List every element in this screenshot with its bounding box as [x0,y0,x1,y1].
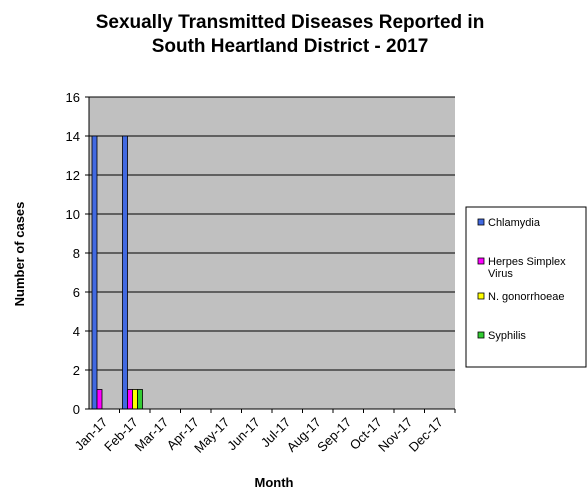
legend-label: Syphilis [488,330,526,342]
y-axis-title: Number of cases [12,202,27,307]
x-tick-label: Mar-17 [132,415,172,455]
bar-syphilis-feb-17 [137,389,143,410]
y-tick-label: 14 [66,129,80,144]
x-tick-label: Dec-17 [406,415,446,455]
x-tick-label: Sep-17 [314,415,354,455]
legend-box [465,206,587,368]
y-tick-labels: 0 2 4 6 8 10 12 14 16 [66,90,80,417]
y-tick-label: 4 [73,324,80,339]
x-tick-labels: Jan-17Feb-17Mar-17Apr-17May-17Jun-17Jul-… [72,415,446,456]
bar-n-gonorrhoeae-feb-17 [132,389,138,410]
y-tick-label: 12 [66,168,80,183]
y-tick-label: 8 [73,246,80,261]
x-axis-title: Month [255,475,294,490]
legend-label: Herpes Simplex [488,256,566,268]
y-tick-label: 6 [73,285,80,300]
legend-swatch [477,218,485,226]
bar-herpes-simplex-virus-feb-17 [127,389,133,410]
legend-swatch [477,331,485,339]
y-tick-label: 0 [73,402,80,417]
legend-label: N. gonorrhoeae [488,291,564,303]
bar-chlamydia-jan-17 [91,135,98,410]
y-tick-label: 10 [66,207,80,222]
bar-chlamydia-feb-17 [122,135,128,410]
y-tick-label: 2 [73,363,80,378]
axes [85,96,456,413]
chart-title-line-2: South Heartland District - 2017 [152,36,429,57]
y-tick-label: 16 [66,90,80,105]
legend-label: Virus [488,268,513,280]
chart-title-line-1: Sexually Transmitted Diseases Reported i… [96,12,485,33]
legend-label: Chlamydia [488,217,541,229]
legend-swatch [477,257,485,265]
legend-swatch [477,292,485,300]
x-tick-label: Jun-17 [224,415,263,454]
bar-herpes-simplex-virus-jan-17 [96,389,103,410]
